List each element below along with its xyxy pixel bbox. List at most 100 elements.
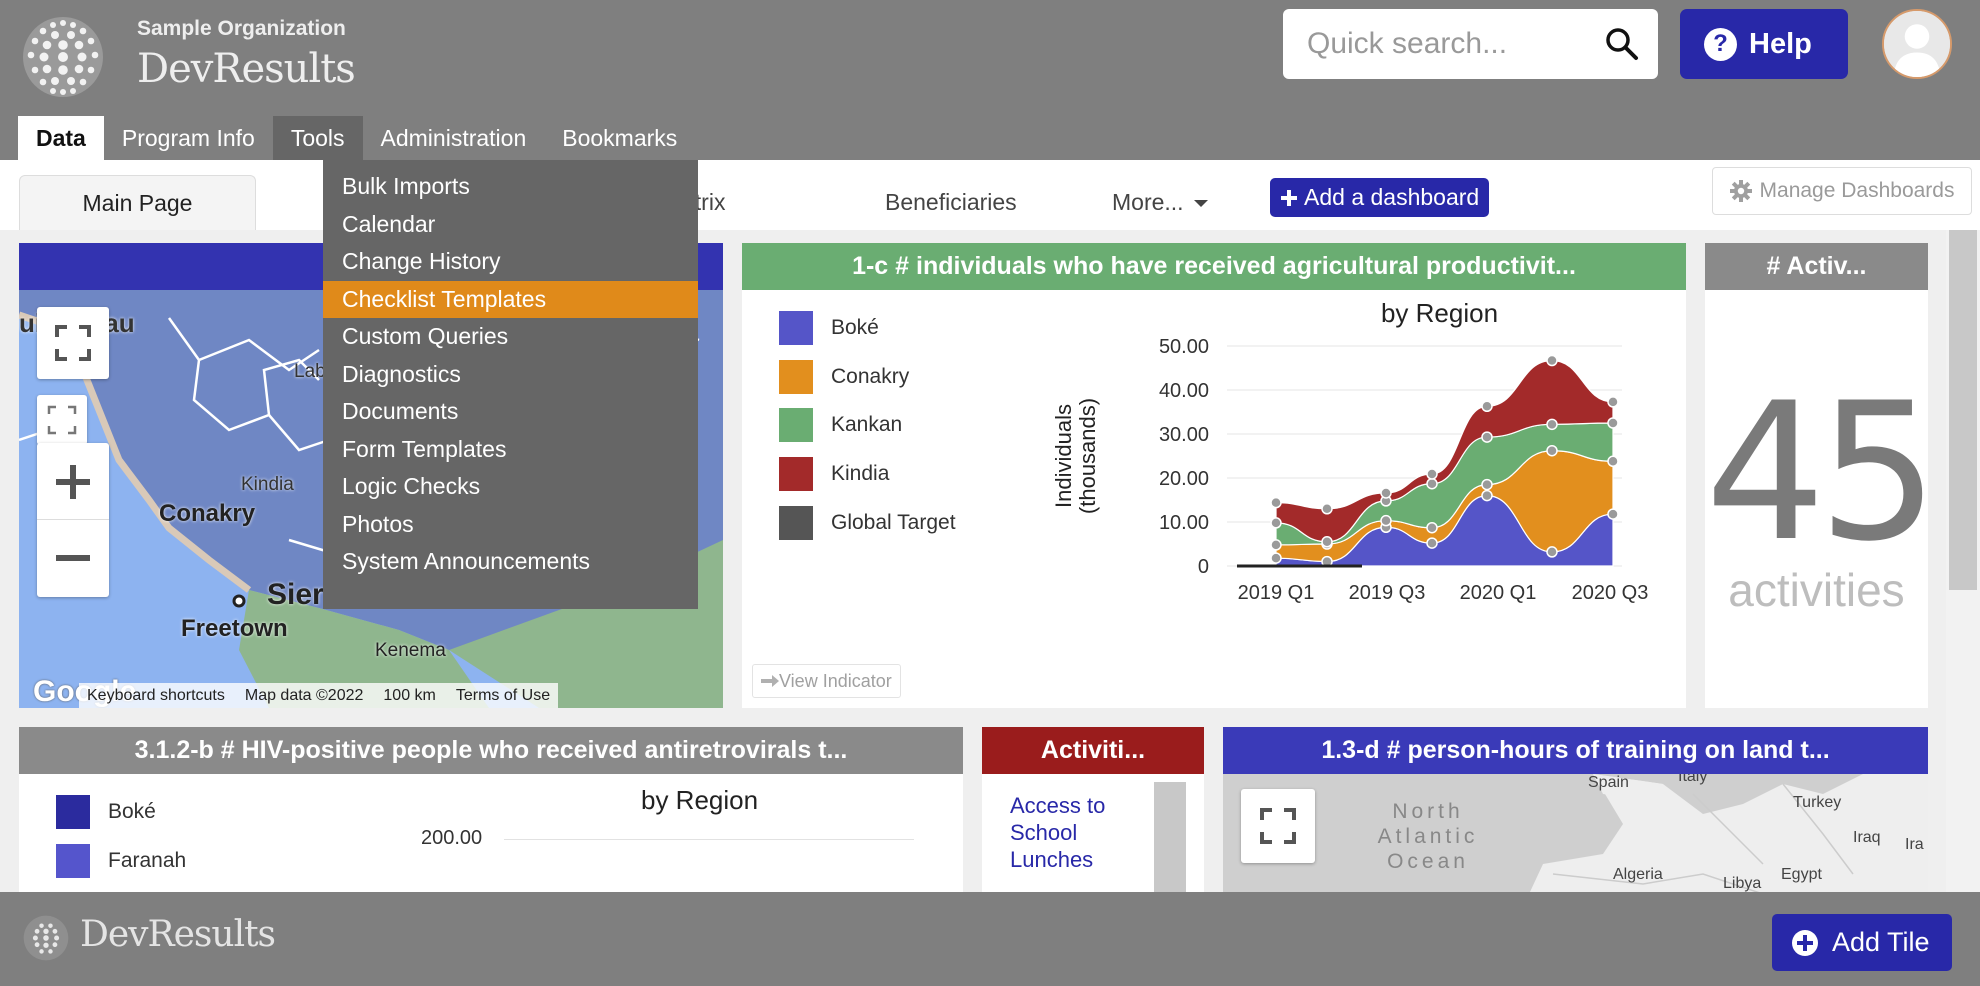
menu-item-logic-checks[interactable]: Logic Checks	[342, 473, 481, 500]
data-point	[1426, 468, 1438, 480]
brand-name[interactable]: DevResults	[137, 46, 356, 92]
data-point	[1607, 508, 1619, 520]
menu-item-calendar[interactable]: Calendar	[342, 210, 436, 237]
terms-of-use-link[interactable]: Terms of Use	[455, 686, 551, 704]
legend-item[interactable]: Faranah	[56, 844, 186, 878]
nav-tools[interactable]: Tools	[272, 116, 363, 160]
menu-item-change-history[interactable]: Change History	[342, 248, 501, 275]
main-navigation: Data Program Info Tools Administration B…	[18, 116, 695, 160]
zoom-in-button[interactable]	[37, 444, 109, 520]
data-point	[1481, 431, 1493, 443]
y-tick-label: 10.00	[1159, 512, 1209, 534]
fullscreen-button[interactable]	[37, 307, 109, 379]
map-label-turkey: Turkey	[1793, 794, 1842, 811]
y-tick-label: 200.00	[421, 827, 483, 849]
activity-count-label: activities	[1728, 564, 1905, 616]
devresults-logo-icon[interactable]	[20, 14, 106, 100]
training-map[interactable]: North Atlantic Ocean Spain Italy Turkey …	[1223, 774, 1928, 892]
data-point	[1426, 521, 1438, 534]
activity-link[interactable]: Access to School Lunches	[1010, 793, 1106, 872]
tab-beneficiaries[interactable]: Beneficiaries	[885, 189, 1017, 215]
help-button[interactable]: ? Help	[1680, 9, 1848, 79]
map-label-ocean: North Atlantic Ocean	[1377, 800, 1479, 873]
tile-title[interactable]: Activiti...	[982, 727, 1204, 774]
fullscreen-button[interactable]	[1241, 789, 1315, 863]
indicator-chart-tile: 1-c # individuals who have received agri…	[742, 243, 1686, 708]
zoom-controls	[37, 443, 109, 597]
quick-search-input[interactable]	[1283, 9, 1583, 79]
keyboard-shortcuts-link[interactable]: Keyboard shortcuts	[87, 686, 225, 704]
menu-item-bulk-imports[interactable]: Bulk Imports	[342, 173, 470, 200]
map-label-iraq: Iraq	[1853, 829, 1881, 846]
add-tile-button[interactable]: Add Tile	[1772, 914, 1952, 971]
legend-label: Kankan	[831, 413, 903, 437]
app-footer: DevResults Add Tile	[0, 892, 1980, 986]
data-point	[1426, 537, 1438, 549]
page-scrollbar[interactable]	[1946, 230, 1980, 892]
activities-list-tile: Activiti... Access to School Lunches	[982, 727, 1204, 892]
map-background	[1223, 774, 1928, 892]
data-point	[1270, 552, 1282, 564]
legend-item[interactable]: Global Target	[779, 505, 956, 540]
menu-item-diagnostics[interactable]: Diagnostics	[342, 360, 461, 387]
plus-icon	[56, 464, 90, 499]
list-scrollbar[interactable]	[1154, 782, 1186, 892]
view-indicator-button[interactable]: View Indicator	[752, 664, 901, 698]
data-point	[1380, 487, 1392, 499]
legend-item[interactable]: Conakry	[779, 359, 909, 394]
map-scale-text: 100 km	[383, 686, 436, 704]
legend-item[interactable]: Boké	[779, 311, 879, 345]
map-label-kenema: Kenema	[375, 640, 446, 661]
y-tick-label: 30.00	[1159, 424, 1209, 446]
legend-swatch	[56, 795, 90, 829]
legend-item[interactable]: Boké	[56, 795, 156, 829]
data-point	[1481, 489, 1493, 502]
search-icon[interactable]	[1604, 26, 1640, 62]
area-chart: by Region 0 10.00 20.00 30.00 40.00 50.00 2019 …	[1051, 298, 1648, 604]
devresults-logo-icon	[23, 915, 69, 961]
data-point	[1481, 478, 1493, 491]
data-point	[1607, 455, 1619, 468]
training-map-tile: 1.3-d # person-hours of training on land…	[1223, 727, 1928, 892]
data-point	[1270, 539, 1282, 551]
tab-main-page[interactable]: Main Page	[19, 175, 256, 230]
nav-data[interactable]: Data	[18, 116, 104, 160]
user-avatar[interactable]	[1882, 9, 1952, 79]
manage-dashboards-button[interactable]: Manage Dashboards	[1712, 167, 1972, 215]
map-label-freetown: Freetown	[181, 615, 288, 642]
tile-title[interactable]: # Activ...	[1705, 243, 1928, 290]
menu-item-form-templates[interactable]: Form Templates	[342, 435, 507, 462]
zoom-out-button[interactable]	[37, 520, 109, 596]
tile-title[interactable]: 3.1.2-b # HIV-positive people who receiv…	[19, 727, 963, 774]
legend-swatch	[779, 311, 813, 345]
legend-label: Boké	[108, 800, 156, 823]
nav-bookmarks[interactable]: Bookmarks	[562, 124, 678, 151]
nav-program-info[interactable]: Program Info	[121, 124, 255, 151]
nav-administration[interactable]: Administration	[380, 124, 527, 151]
fullscreen-icon	[55, 325, 91, 361]
map-label-egypt: Egypt	[1781, 866, 1822, 883]
grid-line	[504, 839, 914, 840]
map-label-kindia: Kindia	[241, 474, 294, 495]
menu-item-documents[interactable]: Documents	[342, 398, 459, 425]
map-label-algeria: Algeria	[1613, 866, 1663, 883]
map-extent-button[interactable]	[37, 395, 87, 445]
menu-item-checklist-templates[interactable]: Checklist Templates	[323, 280, 698, 318]
legend-swatch	[779, 505, 813, 540]
tile-title[interactable]: 1.3-d # person-hours of training on land…	[1223, 727, 1928, 774]
question-circle-icon: ?	[1704, 27, 1737, 61]
menu-item-custom-queries[interactable]: Custom Queries	[342, 323, 509, 350]
page-scroll-thumb[interactable]	[1949, 230, 1977, 590]
menu-item-photos[interactable]: Photos	[342, 510, 414, 537]
legend-item[interactable]: Kankan	[779, 408, 903, 443]
menu-item-system-announcements[interactable]: System Announcements	[342, 548, 591, 575]
tab-more-dropdown[interactable]: More...	[1112, 175, 1210, 230]
caret-down-icon	[1193, 199, 1208, 207]
tile-title[interactable]: 1-c # individuals who have received agri…	[742, 243, 1686, 290]
legend-label: Global Target	[831, 510, 956, 534]
chart-title: by Region	[1381, 298, 1498, 328]
data-point	[1607, 396, 1619, 408]
legend-item[interactable]: Kindia	[779, 457, 889, 492]
y-tick-label: 20.00	[1159, 468, 1209, 490]
add-dashboard-button[interactable]: Add a dashboard	[1270, 178, 1490, 217]
